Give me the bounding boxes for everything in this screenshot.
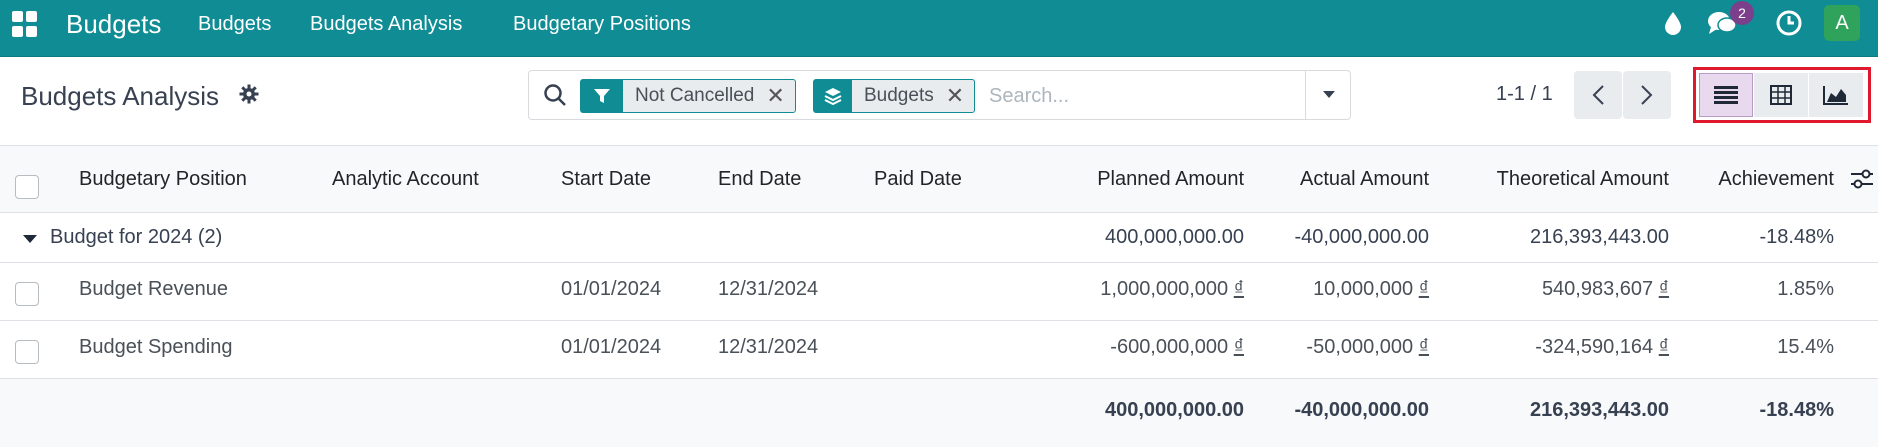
chat-icon[interactable] — [1707, 9, 1737, 42]
user-avatar[interactable]: A — [1824, 5, 1860, 41]
graph-view-button[interactable] — [1809, 73, 1863, 117]
column-achievement[interactable]: Achievement — [1718, 168, 1834, 190]
row-checkbox[interactable] — [15, 282, 39, 306]
cell-budgetary-position: Budget Revenue — [79, 278, 229, 300]
select-all-checkbox[interactable] — [15, 175, 39, 199]
caret-down-icon — [1322, 91, 1335, 98]
search-options-toggle[interactable] — [1305, 70, 1351, 120]
cell-achievement: 1.85% — [1777, 278, 1834, 300]
column-actual-amount[interactable]: Actual Amount — [1300, 168, 1429, 190]
menu-budgets[interactable]: Budgets — [198, 13, 272, 35]
list-icon — [1714, 86, 1738, 104]
pivot-icon — [1770, 85, 1792, 105]
column-end-date[interactable]: End Date — [718, 168, 802, 190]
search-bar: Not Cancelled ✕ Budgets ✕ — [528, 70, 1351, 120]
column-analytic-account[interactable]: Analytic Account — [332, 168, 479, 190]
row-checkbox[interactable] — [15, 340, 39, 364]
total-actual-amount: -40,000,000.00 — [1294, 399, 1429, 421]
table-row[interactable]: Budget Revenue 01/01/2024 12/31/2024 1,0… — [0, 263, 1878, 321]
group-planned-amount: 400,000,000.00 — [1104, 226, 1244, 248]
clock-icon[interactable] — [1776, 10, 1802, 41]
pager-previous-button[interactable] — [1574, 71, 1622, 119]
page-title: Budgets Analysis — [21, 81, 220, 111]
group-label: Budget for 2024 (2) — [50, 226, 223, 248]
total-achievement: -18.48% — [1759, 399, 1835, 421]
cell-achievement: 15.4% — [1777, 336, 1834, 358]
search-input[interactable] — [989, 79, 1289, 113]
facet-budgets: Budgets ✕ — [813, 79, 976, 113]
group-theoretical-amount: 216,393,443.00 — [1529, 226, 1669, 248]
cell-end-date: 12/31/2024 — [718, 278, 819, 300]
cell-actual-amount: 10,000,000 ₫ — [1313, 278, 1429, 300]
total-planned-amount: 400,000,000.00 — [1104, 399, 1244, 421]
cell-start-date: 01/01/2024 — [561, 278, 662, 300]
message-count-badge: 2 — [1730, 1, 1754, 25]
cell-theoretical-amount: 540,983,607 ₫ — [1541, 278, 1669, 300]
menu-budgetary-positions[interactable]: Budgetary Positions — [513, 13, 691, 35]
graph-icon — [1823, 86, 1848, 105]
cell-planned-amount: -600,000,000 ₫ — [1110, 336, 1244, 358]
cell-start-date: 01/01/2024 — [561, 336, 662, 358]
filter-icon — [581, 80, 623, 112]
column-budgetary-position[interactable]: Budgetary Position — [79, 168, 247, 190]
group-row[interactable]: Budget for 2024 (2) 400,000,000.00 -40,0… — [0, 213, 1878, 263]
cell-budgetary-position: Budget Spending — [79, 336, 233, 358]
cell-end-date: 12/31/2024 — [718, 336, 819, 358]
table-footer-totals: 400,000,000.00 -40,000,000.00 216,393,44… — [0, 379, 1878, 447]
group-achievement: -18.48% — [1759, 226, 1835, 248]
column-start-date[interactable]: Start Date — [561, 168, 652, 190]
cell-planned-amount: 1,000,000,000 ₫ — [1100, 278, 1244, 300]
chevron-left-icon — [1592, 85, 1604, 105]
column-planned-amount[interactable]: Planned Amount — [1097, 168, 1244, 190]
table-header: Budgetary Position Analytic Account Star… — [0, 146, 1878, 213]
pivot-view-button[interactable] — [1754, 73, 1808, 117]
cell-actual-amount: -50,000,000 ₫ — [1306, 336, 1429, 358]
remove-facet-icon[interactable]: ✕ — [766, 83, 785, 108]
facet-label: Not Cancelled — [635, 85, 755, 106]
gear-icon[interactable] — [239, 84, 259, 109]
facet-label: Budgets — [864, 85, 934, 106]
pager-value[interactable]: 1-1 / 1 — [1496, 83, 1553, 105]
app-brand[interactable]: Budgets — [66, 9, 162, 39]
column-paid-date[interactable]: Paid Date — [874, 168, 962, 190]
total-theoretical-amount: 216,393,443.00 — [1529, 399, 1669, 421]
caret-down-icon[interactable] — [23, 235, 37, 243]
layers-icon — [814, 80, 852, 112]
menu-budgets-analysis[interactable]: Budgets Analysis — [310, 13, 463, 35]
chevron-right-icon — [1641, 85, 1653, 105]
facet-not-cancelled: Not Cancelled ✕ — [580, 79, 796, 113]
group-actual-amount: -40,000,000.00 — [1294, 226, 1429, 248]
top-navbar: Budgets Budgets Budgets Analysis Budgeta… — [0, 0, 1878, 57]
view-switcher — [1693, 67, 1871, 123]
list-view-button[interactable] — [1699, 73, 1753, 117]
column-theoretical-amount[interactable]: Theoretical Amount — [1496, 168, 1669, 190]
table-row[interactable]: Budget Spending 01/01/2024 12/31/2024 -6… — [0, 321, 1878, 379]
remove-facet-icon[interactable]: ✕ — [945, 83, 965, 108]
optional-columns-icon[interactable] — [1850, 168, 1874, 195]
search-icon[interactable] — [543, 83, 567, 112]
cell-theoretical-amount: -324,590,164 ₫ — [1535, 336, 1669, 358]
drop-icon[interactable] — [1664, 11, 1682, 40]
pager-next-button[interactable] — [1623, 71, 1671, 119]
apps-icon[interactable] — [12, 11, 38, 37]
control-panel: Budgets Analysis Not Cancel — [0, 57, 1878, 146]
